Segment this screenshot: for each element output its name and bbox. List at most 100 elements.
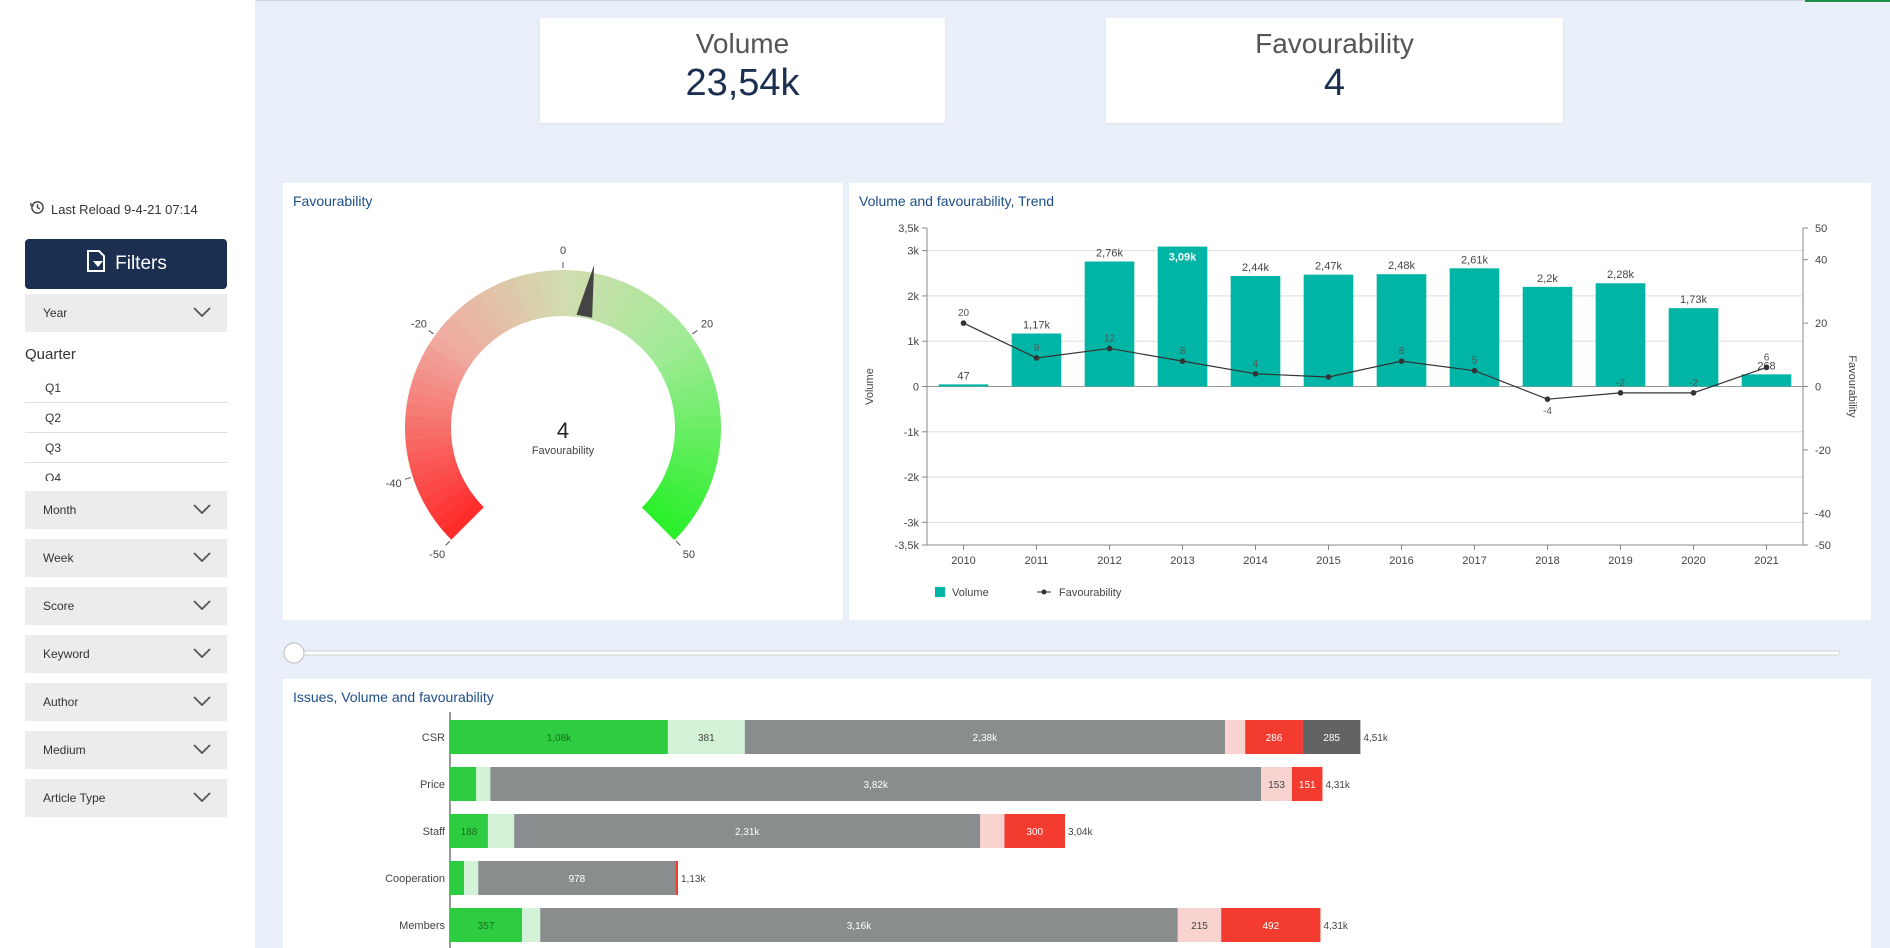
gauge-arc-segment xyxy=(666,367,714,394)
volume-bar xyxy=(938,384,989,387)
favourability-label: 20 xyxy=(958,308,970,319)
segment-label: 151 xyxy=(1299,780,1316,791)
gauge-arc-segment xyxy=(571,270,589,318)
row-total-label: 4,51k xyxy=(1363,733,1388,744)
volume-label: 2,76k xyxy=(1096,248,1123,260)
last-reload: Last Reload 9-4-21 07:14 xyxy=(30,200,198,218)
history-icon xyxy=(30,200,45,218)
x-tick-label: 2010 xyxy=(951,555,975,567)
chevron-down-icon xyxy=(193,503,211,517)
segment-neutral xyxy=(478,861,676,895)
gauge-arc-segment xyxy=(480,286,513,333)
slider-handle[interactable] xyxy=(283,642,305,664)
segment-strong-neg xyxy=(1245,720,1303,754)
favourability-point xyxy=(1544,396,1551,402)
y2-tick-label: -20 xyxy=(1815,445,1831,457)
gauge-arc-segment xyxy=(653,486,698,522)
quarter-list[interactable]: Q1 Q2 Q3 Q4 xyxy=(25,373,227,481)
year-label: Year xyxy=(43,306,68,320)
gauge-tick-label: -20 xyxy=(411,318,427,330)
gauge-arc-segment xyxy=(406,445,455,465)
medium-dropdown[interactable]: Medium xyxy=(25,731,227,769)
segment-strong-pos xyxy=(450,908,523,942)
favourability-point xyxy=(1252,371,1259,377)
keyword-dropdown[interactable]: Keyword xyxy=(25,635,227,673)
volume-bar xyxy=(1449,268,1500,387)
kpi-volume-value: 23,54k xyxy=(685,62,800,104)
gauge-arc-segment xyxy=(635,307,676,350)
chevron-down-icon xyxy=(193,306,211,320)
volume-label: 1,17k xyxy=(1023,320,1050,332)
gauge-arc-segment xyxy=(613,287,647,333)
range-slider[interactable] xyxy=(280,638,1860,668)
gauge-arc-segment xyxy=(673,436,721,454)
volume-label: 2,47k xyxy=(1315,261,1342,273)
trend-panel: Volume and favourability, Trend 3,5k 3k 2k… xyxy=(849,183,1871,620)
gauge-arc-segment xyxy=(671,445,720,466)
segment-label: 978 xyxy=(569,874,586,885)
volume-bar xyxy=(1084,261,1135,387)
gauge-arc-segment xyxy=(628,300,667,344)
y2-tick-label: -40 xyxy=(1815,508,1831,520)
gauge-arc-segment xyxy=(412,462,460,489)
month-dropdown[interactable]: Month xyxy=(25,491,227,529)
trend-chart: 3,5k 3k 2k 1k 0 -1k -2k -3k -3,5k 50 40 20 0 -20 -40 -5… xyxy=(864,223,1858,599)
gauge-arc-segment xyxy=(605,282,636,329)
segment-strong-pos xyxy=(450,720,668,754)
gauge-arc-segment xyxy=(502,277,529,325)
gauge-arc-segment xyxy=(550,270,564,317)
keyword-label: Keyword xyxy=(43,647,90,661)
legend-swatch-favourability-point xyxy=(1041,589,1047,595)
week-label: Week xyxy=(43,551,74,565)
gauge-arc-segment xyxy=(417,355,464,386)
x-tick-label: 2016 xyxy=(1389,555,1413,567)
gauge-arc-segment xyxy=(416,470,464,500)
gauge-arc-segment xyxy=(647,493,691,532)
filters-label: Filters xyxy=(115,253,167,274)
segment-weak-pos xyxy=(667,720,745,754)
article-type-dropdown[interactable]: Article Type xyxy=(25,779,227,817)
score-dropdown[interactable]: Score xyxy=(25,587,227,625)
gauge-tick-label: -40 xyxy=(386,478,402,490)
legend-swatch-volume xyxy=(935,587,945,597)
volume-bar xyxy=(1522,286,1573,387)
chevron-down-icon xyxy=(193,791,211,805)
quarter-item-q2[interactable]: Q2 xyxy=(25,403,227,433)
author-label: Author xyxy=(43,695,79,709)
filters-button[interactable]: Filters xyxy=(25,239,227,289)
issues-chart: CSR 1,08k 381 2,38k 286 285 4,51k Price 3,82k 153… xyxy=(385,712,1389,948)
segment-weak-neg xyxy=(1177,908,1222,942)
gauge-arc-segment xyxy=(428,334,473,370)
segment-label: 381 xyxy=(698,733,715,744)
x-tick-label: 2014 xyxy=(1243,555,1267,567)
volume-label: 2,48k xyxy=(1388,260,1415,272)
gauge-arc-segment xyxy=(405,402,453,420)
gauge-tick-label: 50 xyxy=(683,549,695,561)
gauge-arc-segment xyxy=(621,293,657,338)
year-dropdown[interactable]: Year xyxy=(25,294,227,332)
y-tick-label: 2k xyxy=(907,291,919,303)
quarter-item-q4[interactable]: Q4 xyxy=(25,463,227,482)
slider-track[interactable] xyxy=(283,650,1841,656)
segment-neutral xyxy=(514,814,981,848)
author-dropdown[interactable]: Author xyxy=(25,683,227,721)
gauge-arc-segment xyxy=(648,325,692,363)
y-tick-label: -3,5k xyxy=(895,540,920,552)
volume-bar xyxy=(1303,274,1354,387)
segment-neutral xyxy=(490,767,1262,801)
quarter-item-q1[interactable]: Q1 xyxy=(25,373,227,403)
segment-strong-neg xyxy=(675,861,679,895)
week-dropdown[interactable]: Week xyxy=(25,539,227,577)
segment-neutral xyxy=(540,908,1178,942)
chevron-down-icon xyxy=(193,599,211,613)
quarter-title: Quarter xyxy=(25,346,76,363)
y2-axis-label: Favourability xyxy=(1846,355,1858,418)
y2-tick-label: -50 xyxy=(1815,540,1831,552)
volume-bar xyxy=(1595,283,1646,387)
segment-strong-pos xyxy=(450,861,465,895)
gauge-arc-segment xyxy=(427,486,473,521)
quarter-item-q3[interactable]: Q3 xyxy=(25,433,227,463)
favourability-point xyxy=(1617,390,1624,396)
favourability-point xyxy=(1471,367,1478,374)
gauge-tick xyxy=(692,330,698,335)
